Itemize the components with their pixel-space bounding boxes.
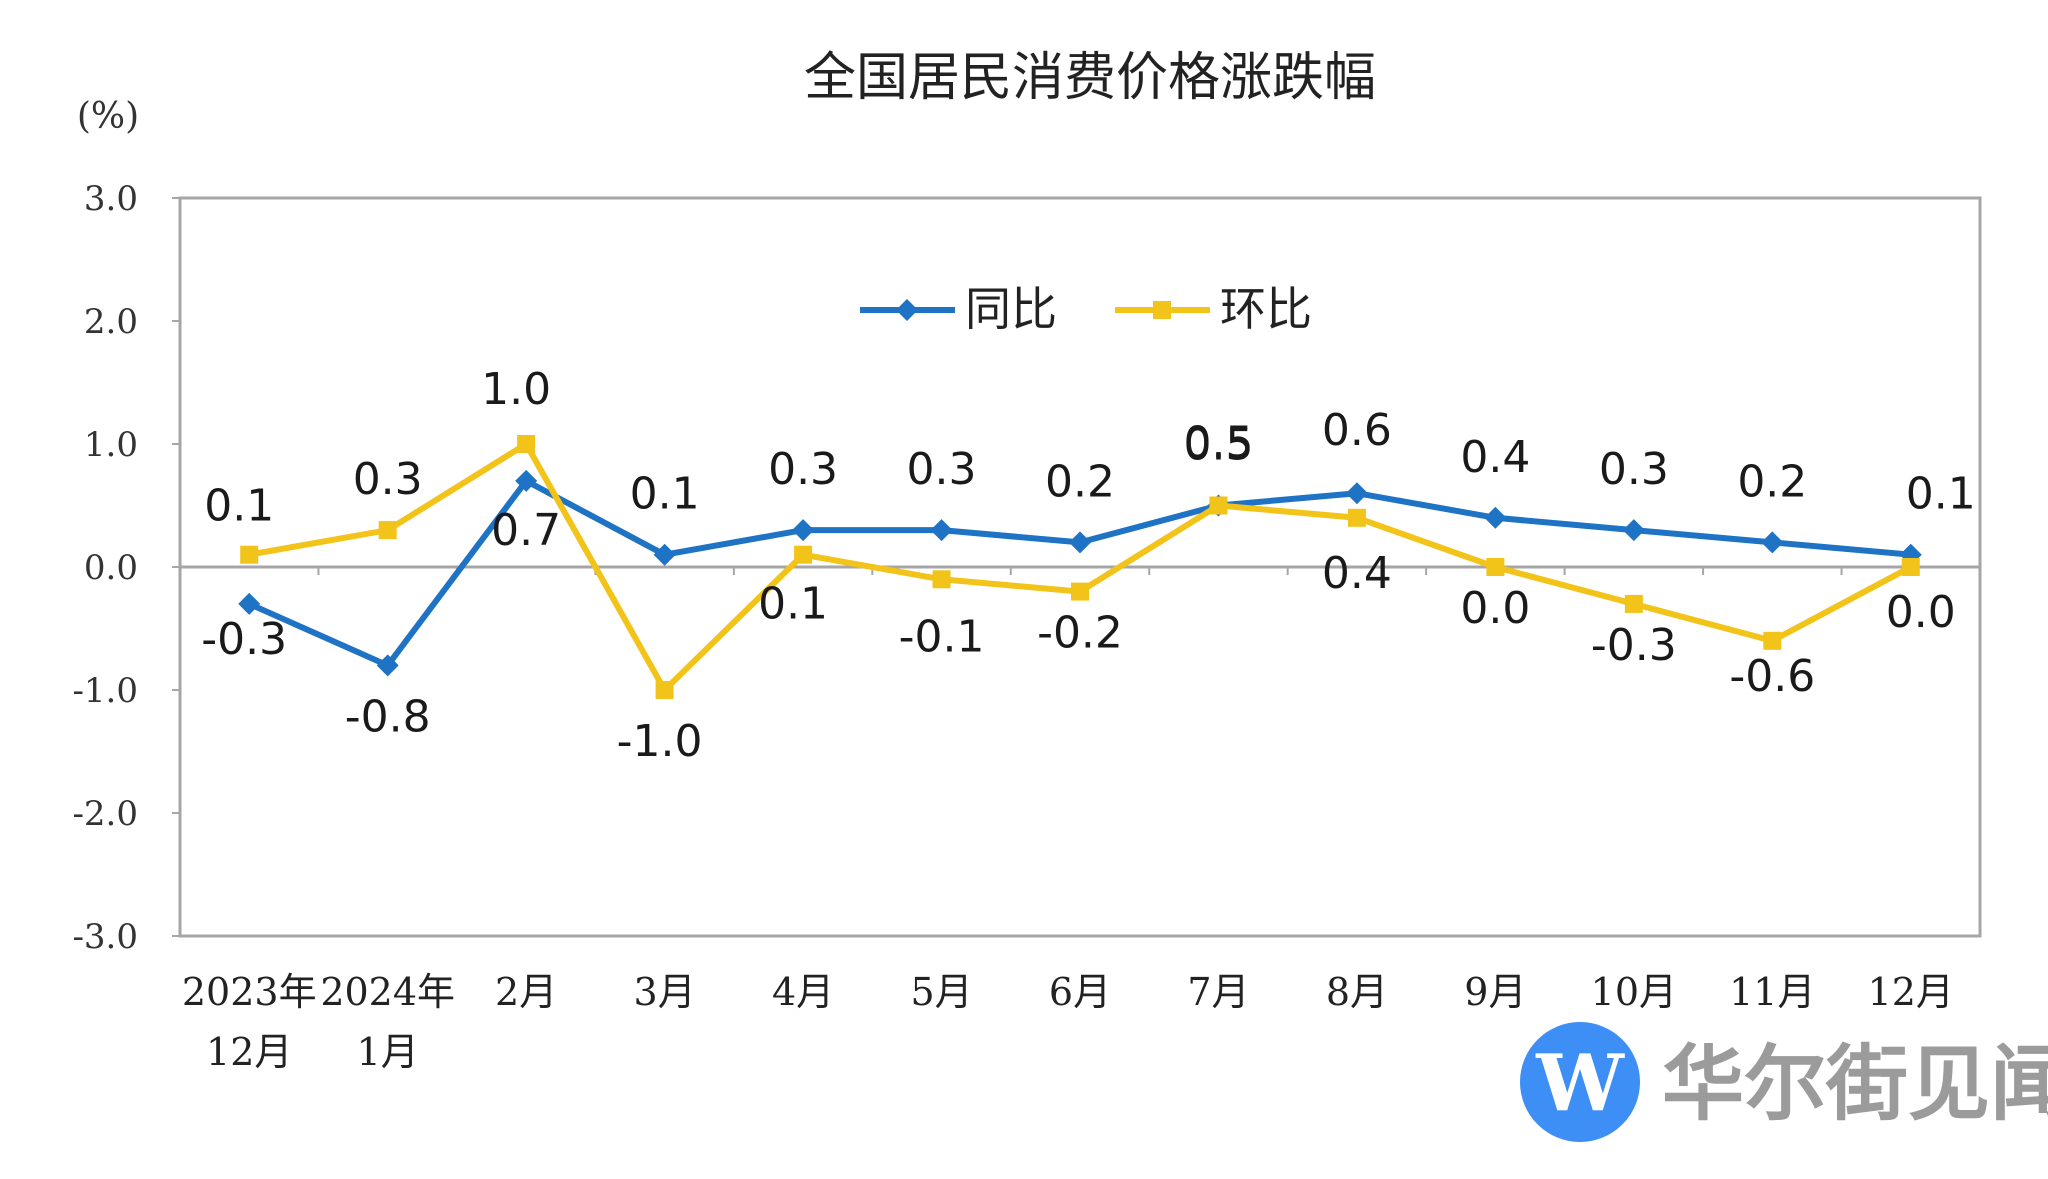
y-tick-label: 0.0 [84,548,138,588]
mom-data-label: -0.3 [1591,620,1677,671]
yoy-point-marker [1761,531,1784,554]
yoy-point-marker [515,469,538,492]
mom-data-label: 1.0 [481,364,551,415]
yoy-data-label: 0.3 [907,444,977,495]
mom-data-label: 0.0 [1886,587,1956,638]
y-unit-label: (%) [77,96,139,137]
mom-point-marker [378,521,397,540]
x-tick-label: 2024年 [320,970,455,1014]
yoy-data-label: 0.6 [1322,405,1392,456]
mom-data-label: 0.5 [1183,418,1253,469]
mom-data-label: -0.2 [1037,608,1123,659]
mom-data-label: -0.6 [1729,651,1815,702]
mom-point-marker [240,545,259,564]
chart-title: 全国居民消费价格涨跌幅 [804,48,1376,108]
x-tick-label: 8月 [1326,970,1388,1014]
y-tick-label: -1.0 [72,671,138,711]
yoy-data-label: 0.3 [1599,444,1669,495]
mom-point-marker [932,570,951,589]
series-group [238,435,1922,699]
axes-group: 3.0 2.0 1.0 0.0 -1.0 -2.0 -3.0 2023年 12月 2024年 1月 2… [72,179,1980,1074]
mom-point-marker [1624,594,1643,613]
mom-point-marker [794,545,813,564]
x-tick-label: 7月 [1187,970,1249,1014]
yoy-point-marker [238,592,261,615]
mom-point-marker [1347,508,1366,527]
y-tick-label: 1.0 [84,425,138,465]
x-tick-label: 1月 [357,1030,419,1074]
yoy-data-label: 0.2 [1045,456,1115,507]
mom-point-marker [517,435,536,453]
x-tick-label: 12月 [206,1030,292,1074]
yoy-data-label: 0.3 [768,444,838,495]
mom-point-marker [1209,496,1228,515]
mom-point-marker [1901,558,1920,576]
x-tick-label: 5月 [910,970,972,1014]
x-tick-label: 12月 [1868,970,1954,1014]
y-tick-label: -3.0 [72,917,138,957]
mom-data-label: 0.0 [1460,583,1530,634]
mom-data-label: -1.0 [617,716,703,767]
legend: 同比 环比 [860,282,1312,336]
x-tick-label: 10月 [1591,970,1677,1014]
x-tick-label: 3月 [634,970,696,1014]
yoy-data-label: 0.2 [1737,456,1807,507]
yoy-point-marker [1069,531,1091,554]
yoy-point-marker [376,654,399,677]
yoy-data-label: -0.8 [345,691,431,742]
x-tick-label: 11月 [1729,970,1815,1014]
yoy-data-label: 0.1 [1906,469,1976,520]
mom-point-marker [1486,558,1505,576]
legend-yoy-marker [896,299,918,321]
mom-data-label: 0.1 [204,481,274,532]
y-tick-label: -2.0 [72,794,138,834]
x-tick-label: 4月 [772,970,834,1014]
mom-point-marker [1071,582,1089,601]
legend-mom-label: 环比 [1220,282,1312,336]
yoy-point-marker [1484,506,1507,529]
yoy-data-label: 0.4 [1460,432,1530,483]
mom-data-label: 0.1 [758,579,828,630]
mom-point-marker [1763,631,1782,650]
yoy-data-label: 0.1 [630,469,700,520]
mom-point-marker [655,681,674,699]
y-tick-label: 3.0 [84,179,138,219]
mom-data-label: 0.3 [353,454,423,505]
legend-yoy-label: 同比 [965,282,1057,336]
watermark: W 华尔街见闻 [1520,1022,2048,1142]
yoy-data-label: 0.5 [1183,420,1253,471]
yoy-point-marker [930,519,953,542]
yoy-data-label: -0.3 [201,614,287,665]
watermark-text: 华尔街见闻 [1662,1036,2048,1132]
mom-data-label: -0.1 [899,611,985,662]
data-labels-group: -0.3 -0.8 0.7 0.1 0.3 0.3 0.2 0.5 0.6 0.4 0.3 0.2 0.… [201,364,1975,767]
yoy-point-marker [653,543,676,566]
watermark-logo-icon [1520,1022,1640,1142]
x-tick-label: 2023年 [182,970,317,1014]
y-tick-label: 2.0 [84,302,138,342]
mom-data-label: 0.4 [1322,548,1392,599]
watermark-logo-letter: W [1535,1038,1625,1129]
x-tick-label: 2月 [495,970,557,1014]
yoy-point-marker [1622,519,1645,542]
yoy-point-marker [792,519,815,542]
yoy-point-marker [1345,482,1368,505]
x-tick-label: 9月 [1464,970,1526,1014]
yoy-data-label: 0.7 [491,505,561,556]
x-tick-label: 6月 [1049,970,1111,1014]
legend-mom-marker [1153,301,1171,319]
